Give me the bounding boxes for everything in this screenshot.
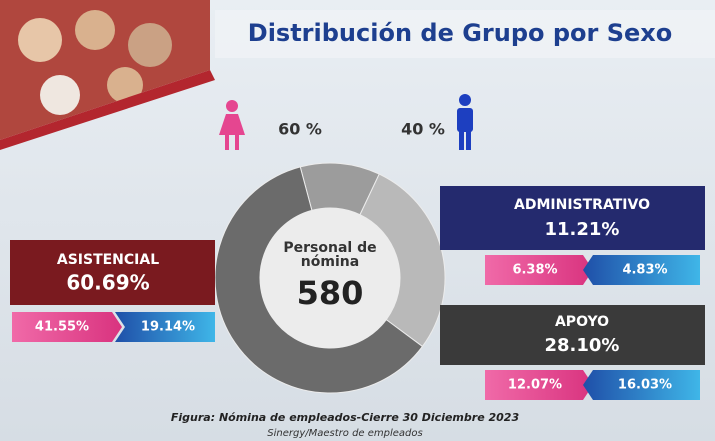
caption: Figura: Nómina de empleados-Cierre 30 Di… bbox=[171, 411, 520, 424]
male-percent: 16.03% bbox=[618, 378, 672, 393]
female-tag bbox=[485, 370, 593, 400]
female-tag bbox=[485, 255, 593, 285]
donut-center bbox=[260, 208, 400, 348]
female-percent: 60 % bbox=[278, 120, 322, 139]
photo bbox=[0, 0, 215, 150]
male-tag bbox=[583, 370, 700, 400]
title: Distribución de Grupo por Sexo bbox=[248, 19, 672, 47]
female-percent: 41.55% bbox=[35, 320, 89, 335]
group-percent: 11.21% bbox=[545, 219, 620, 240]
female-tag bbox=[12, 312, 122, 342]
group-name: APOYO bbox=[555, 314, 609, 330]
female-percent: 6.38% bbox=[512, 263, 557, 278]
female-percent: 12.07% bbox=[508, 378, 562, 393]
group-box bbox=[440, 305, 705, 365]
group-percent: 60.69% bbox=[66, 271, 149, 295]
group-box bbox=[10, 240, 215, 305]
donut bbox=[214, 162, 446, 394]
group-box bbox=[440, 186, 705, 250]
center-label: Personal de nómina bbox=[283, 240, 376, 270]
title-band bbox=[215, 10, 715, 58]
group-percent: 28.10% bbox=[545, 335, 620, 356]
male-percent: 40 % bbox=[401, 120, 445, 139]
center-total: 580 bbox=[297, 274, 364, 312]
female-icon bbox=[219, 100, 245, 150]
male-tag bbox=[115, 312, 215, 342]
male-tag bbox=[583, 255, 700, 285]
source: Sinergy/Maestro de empleados bbox=[267, 428, 422, 439]
group-name: ASISTENCIAL bbox=[57, 252, 159, 268]
male-percent: 19.14% bbox=[141, 320, 195, 335]
group-name: ADMINISTRATIVO bbox=[514, 197, 650, 213]
male-icon bbox=[457, 94, 473, 150]
male-percent: 4.83% bbox=[622, 263, 667, 278]
